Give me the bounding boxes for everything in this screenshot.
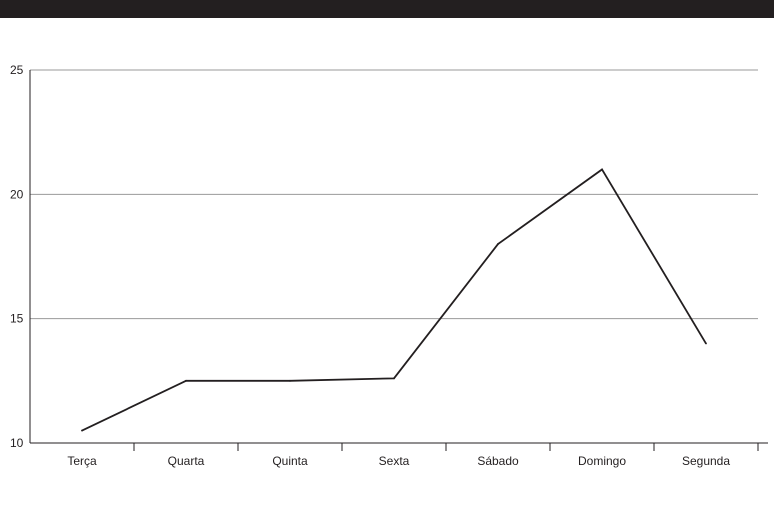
y-tick-label: 20 (10, 187, 24, 201)
x-tick-label: Sábado (477, 454, 519, 468)
x-tick-label: Quarta (168, 454, 205, 468)
data-point (185, 379, 187, 382)
y-tick-label: 10 (10, 436, 24, 450)
data-point (81, 429, 83, 432)
gridlines (30, 69, 758, 320)
data-point (393, 377, 395, 380)
x-tick-label: Sexta (379, 454, 410, 468)
x-tick-label: Terça (67, 454, 97, 468)
y-axis: 10 15 20 25 (10, 63, 31, 450)
data-point (705, 342, 707, 345)
series-group (81, 168, 707, 432)
y-tick-label: 25 (10, 63, 24, 77)
data-point (289, 379, 291, 382)
x-axis: Terça Quarta Quinta Sexta Sábado Domingo Segun… (30, 442, 768, 468)
x-tick-label: Quinta (272, 454, 308, 468)
data-point (601, 168, 603, 171)
data-point (497, 243, 499, 245)
series-line-0 (81, 168, 707, 432)
x-tick-label: Segunda (682, 454, 730, 468)
x-tick-label: Domingo (578, 454, 626, 468)
y-tick-label: 15 (10, 312, 24, 326)
header-bar (0, 0, 774, 18)
